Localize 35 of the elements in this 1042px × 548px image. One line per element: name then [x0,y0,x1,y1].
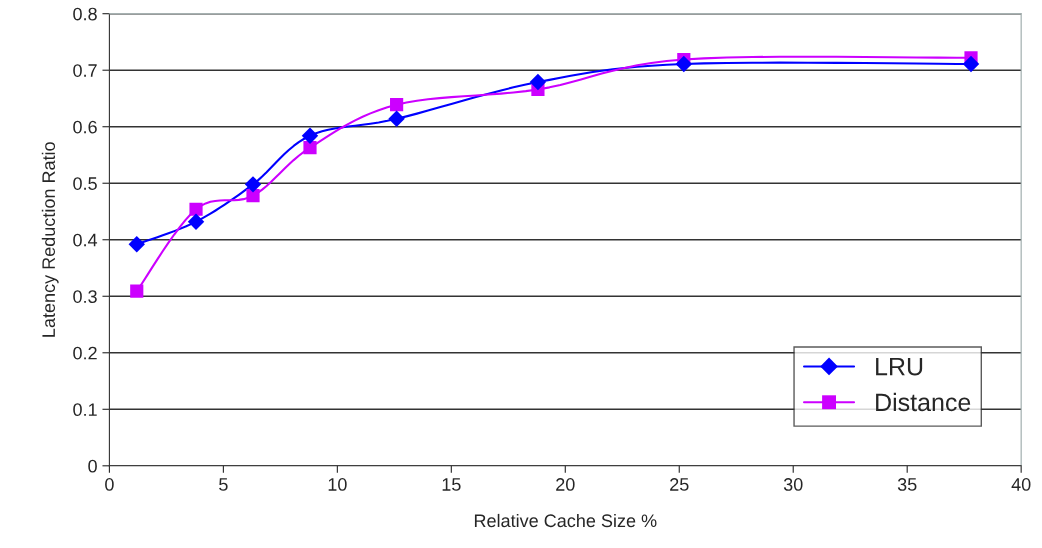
y-tick-label: 0.2 [73,346,97,360]
legend-label: LRU [876,357,923,376]
point [388,110,405,128]
legend-label: Distance [876,392,971,412]
x-axis-title: Relative Cache Size % [474,513,657,528]
point [390,98,404,112]
x-tick-label: 0 [105,478,114,491]
y-tick-label: 0.1 [73,403,97,417]
point [246,189,260,203]
x-tick-label: 40 [1011,478,1031,491]
point [187,213,205,230]
y-tick-label: 0.6 [73,120,97,134]
y-tick-label: 0.4 [73,233,98,247]
y-tick-label: 0 [88,459,97,473]
y-tick-label: 0.7 [73,64,97,77]
y-tick-label: 0.8 [73,7,97,21]
x-tick-label: 30 [783,478,803,491]
x-tick-label: 5 [219,478,228,491]
x-tick-label: 35 [897,478,917,491]
point [128,236,145,253]
point [189,202,203,216]
x-tick-label: 25 [670,478,689,491]
point [244,176,262,193]
point [303,141,317,155]
y-axis-title: Latency Reduction Ratio [41,142,59,337]
point [130,284,144,298]
point [675,55,693,73]
x-tick-label: 10 [328,478,347,491]
y-tick-label: 0.5 [73,177,97,190]
y-tick-label: 0.3 [73,290,97,303]
point [301,127,319,144]
x-tick-label: 20 [556,478,575,491]
x-tick-label: 15 [442,478,461,491]
point [962,55,980,73]
point [529,73,547,91]
